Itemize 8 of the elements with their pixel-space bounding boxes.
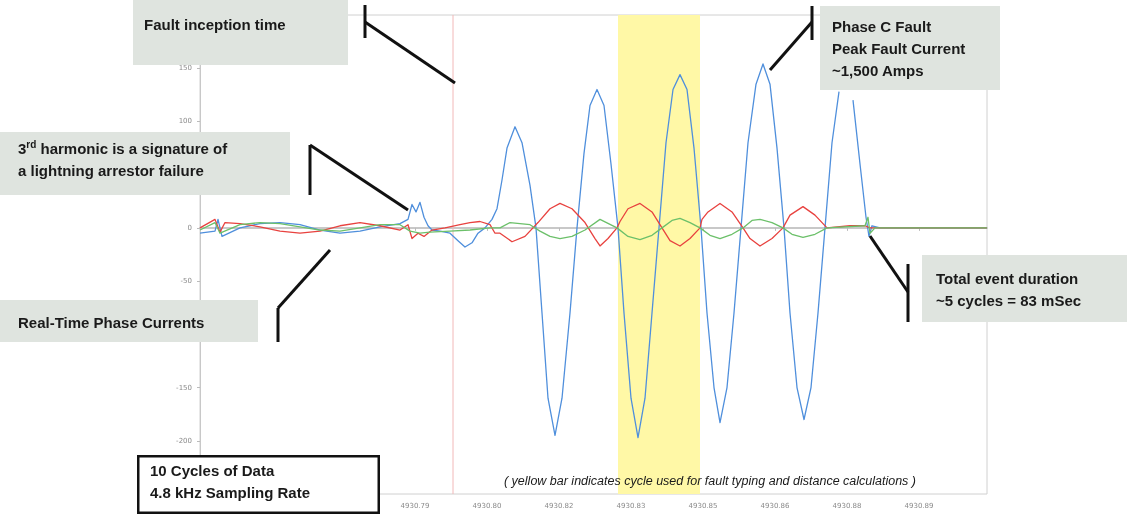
annotation: Fault inception time <box>144 15 286 35</box>
annotation: ( yellow bar indicates cycle used for fault typing and distance calculations ) <box>503 473 917 489</box>
line-series <box>199 216 988 241</box>
annotation: 3$^{rd}$ harmonic is a signature of a lightning arrestor failure <box>18 138 228 181</box>
annotation: Phase C Fault Peak Fault Current ~1,500 Amps <box>832 17 966 81</box>
annotation: 10 Cycles of Data 4.8 kHz Sampling Rate <box>150 461 311 503</box>
annotation: Total event duration ~5 cycles = 83 mSec <box>936 269 1082 311</box>
annotation: Real-Time Phase Currents <box>18 313 205 333</box>
